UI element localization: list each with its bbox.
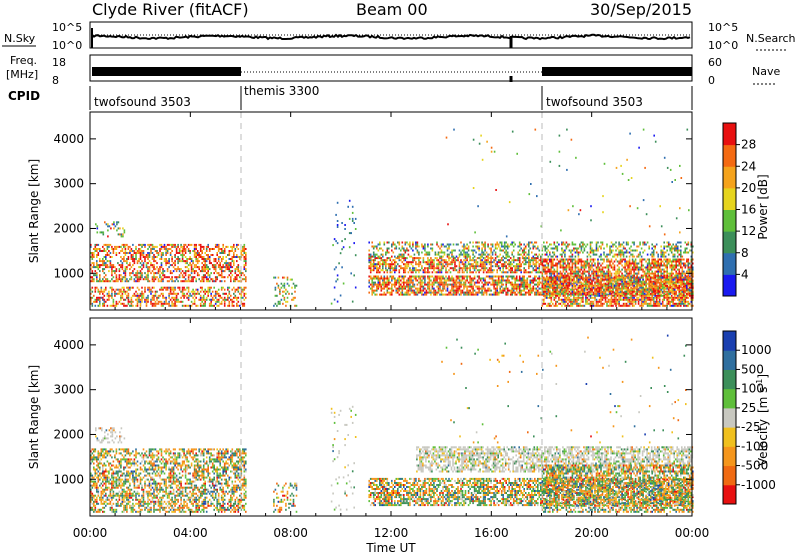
cpid-strip: CPID twofsound 3503 themis 3300 twofsoun… <box>8 84 693 110</box>
y-tick-label: 4000 <box>53 132 84 146</box>
nave-tick-bottom: 0 <box>708 74 715 87</box>
cpid-seg-3: twofsound 3503 <box>546 95 643 109</box>
colorbar-tick-label: 500 <box>741 362 764 376</box>
y-tick-label: 2000 <box>53 221 84 235</box>
velocity-cbar-unit: [m s <box>756 387 770 413</box>
nsky-tick-bottom-left: 10^0 <box>52 39 82 52</box>
x-tick-label: 00:00 <box>675 526 710 540</box>
nsky-tick-bottom-right: 10^0 <box>708 39 738 52</box>
velocity-heatmap <box>90 334 694 513</box>
freq-strip: Freq. [MHz] 18 8 60 0 Nave <box>6 54 780 87</box>
x-tick-label: 04:00 <box>173 526 208 540</box>
velocity-cbar-name: Velocity <box>756 419 770 466</box>
time-axis: 00:00 04:00 08:00 12:00 16:00 20:00 00:00 <box>73 112 710 540</box>
colorbar-cell <box>723 350 736 370</box>
colorbar-cell <box>723 144 736 167</box>
nsearch-label: N.Search <box>746 32 796 45</box>
velocity-y-label: Slant Range [km] <box>27 365 41 469</box>
cpid-seg-2: themis 3300 <box>244 84 319 98</box>
colorbar-cell <box>723 484 736 505</box>
nsky-tick-top-left: 10^5 <box>52 21 82 34</box>
beam-title: Beam 00 <box>356 0 428 19</box>
colorbar-tick-label: 100 <box>741 382 764 396</box>
colorbar-cell <box>723 231 736 254</box>
nsky-strip: N.Sky 10^5 10^0 10^5 10^0 N.Search <box>2 21 796 52</box>
date-title: 30/Sep/2015 <box>590 0 692 19</box>
colorbar-tick-label: 25 <box>741 401 756 415</box>
y-tick-label: 1000 <box>53 472 84 486</box>
colorbar-cell <box>723 274 736 297</box>
colorbar-tick-label: -1000 <box>741 478 776 492</box>
y-tick-label: 3000 <box>53 383 84 397</box>
nsky-tick-top-right: 10^5 <box>708 21 738 34</box>
colorbar-tick-label: 1000 <box>741 343 772 357</box>
colorbar-cell <box>723 187 736 210</box>
y-tick-label: 4000 <box>53 338 84 352</box>
x-tick-label: 12:00 <box>374 526 409 540</box>
colorbar-cell <box>723 388 736 409</box>
station-title: Clyde River (fitACF) <box>92 0 249 19</box>
colorbar-cell <box>723 407 736 428</box>
power-colorbar: 4 8 12 16 20 24 28 <box>722 122 756 297</box>
y-tick-label: 3000 <box>53 177 84 191</box>
power-heatmap <box>90 128 694 307</box>
power-panel: 1000 2000 3000 4000 Slant Range [km] <box>27 111 694 311</box>
colorbar-tick-label: 8 <box>741 246 749 260</box>
velocity-cbar-unit-close: ] <box>756 374 770 379</box>
y-tick-label: 2000 <box>53 427 84 441</box>
colorbar-cell <box>723 427 736 447</box>
y-tick-label: 1000 <box>53 266 84 280</box>
power-colorbar-label: Power [dB] <box>756 174 770 239</box>
x-tick-label: 00:00 <box>73 526 108 540</box>
colorbar-cell <box>723 166 736 189</box>
freq-label: Freq. <box>10 54 37 67</box>
x-tick-label: 20:00 <box>574 526 609 540</box>
colorbar-cell <box>723 252 736 275</box>
colorbar-tick-label: 24 <box>741 159 756 173</box>
x-tick-label: 08:00 <box>273 526 308 540</box>
nsky-trace <box>91 32 691 41</box>
velocity-cbar-unit-exp: -1 <box>755 379 764 387</box>
freq-tick-bottom: 8 <box>52 74 59 87</box>
cpid-seg-1: twofsound 3503 <box>94 95 191 109</box>
colorbar-tick-label: 16 <box>741 203 756 217</box>
colorbar-tick-label: 20 <box>741 181 756 195</box>
x-tick-label: 16:00 <box>474 526 509 540</box>
freq-band-right <box>542 67 692 76</box>
nave-label: Nave <box>752 65 780 78</box>
velocity-colorbar: 1000 500 100 25 -25 -100 -500 -1000 <box>722 330 776 505</box>
colorbar-cell <box>723 369 736 390</box>
nsky-label: N.Sky <box>4 32 36 45</box>
velocity-panel: 1000 2000 3000 4000 Slant Range [km] <box>27 317 694 517</box>
colorbar-tick-label: -25 <box>741 420 761 434</box>
nave-tick-top: 60 <box>708 56 722 69</box>
freq-unit: [MHz] <box>6 68 38 81</box>
colorbar-tick-label: -500 <box>741 459 768 473</box>
power-y-label: Slant Range [km] <box>27 159 41 263</box>
colorbar-cell <box>723 209 736 232</box>
x-axis-label: Time UT <box>365 541 416 554</box>
colorbar-cell <box>723 465 736 486</box>
colorbar-tick-label: 4 <box>741 267 749 281</box>
colorbar-cell <box>723 446 736 467</box>
colorbar-cell <box>723 331 736 351</box>
colorbar-cell <box>723 123 736 146</box>
colorbar-tick-label: 28 <box>741 138 756 152</box>
colorbar-tick-label: 12 <box>741 224 756 238</box>
velocity-colorbar-label: Velocity [m s-1] <box>755 374 770 466</box>
freq-band-left <box>92 67 241 76</box>
cpid-label: CPID <box>8 89 40 103</box>
freq-tick-top: 18 <box>52 56 66 69</box>
colorbar-tick-label: -100 <box>741 439 768 453</box>
